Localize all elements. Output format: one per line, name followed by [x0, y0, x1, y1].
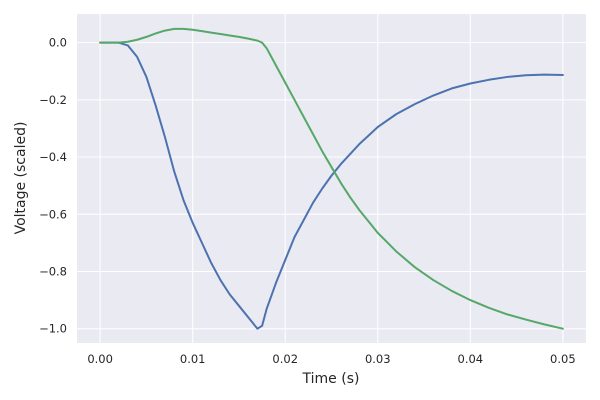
x-tick-label: 0.01 — [180, 352, 206, 366]
grid-lines — [77, 14, 586, 343]
y-axis-label: Voltage (scaled) — [13, 122, 29, 235]
x-tick-label: 0.05 — [550, 352, 576, 366]
plot-area-background — [77, 14, 586, 343]
x-tick-label: 0.03 — [365, 352, 391, 366]
series-line-1 — [99, 41, 564, 330]
x-tick-label: 0.02 — [272, 352, 298, 366]
y-tick-label: −0.8 — [39, 264, 67, 278]
y-tick-label: −0.6 — [39, 207, 67, 221]
x-tick-label: 0.04 — [458, 352, 484, 366]
y-tick-label: −0.2 — [39, 93, 67, 107]
x-tick-label: 0.00 — [87, 352, 113, 366]
y-tick-label: 0.0 — [49, 36, 67, 50]
y-tick-label: −0.4 — [39, 150, 67, 164]
y-axis-ticks: 0.0 −0.2 −0.4 −0.6 −0.8 −1.0 — [39, 36, 67, 336]
data-series — [99, 27, 564, 330]
x-axis-ticks: 0.00 0.01 0.02 0.03 0.04 0.05 — [87, 352, 575, 366]
x-axis-label: Time (s) — [302, 371, 360, 387]
y-tick-label: −1.0 — [39, 322, 67, 336]
series-line-2 — [99, 27, 564, 330]
